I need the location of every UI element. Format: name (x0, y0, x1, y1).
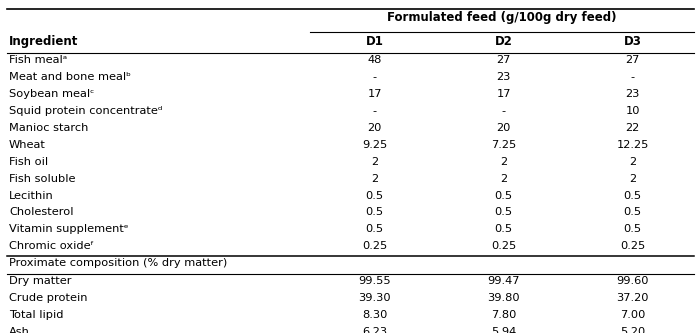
Text: 7.00: 7.00 (620, 310, 645, 320)
Text: Chromic oxideᶠ: Chromic oxideᶠ (9, 241, 94, 251)
Text: Vitamin supplementᵉ: Vitamin supplementᵉ (9, 224, 129, 234)
Text: D1: D1 (366, 35, 383, 48)
Text: D3: D3 (624, 35, 641, 48)
Text: 2: 2 (371, 157, 378, 167)
Text: 2: 2 (629, 173, 636, 183)
Text: 27: 27 (496, 55, 511, 65)
Text: Fish soluble: Fish soluble (9, 173, 75, 183)
Text: 17: 17 (496, 89, 511, 99)
Text: 5.20: 5.20 (620, 327, 645, 333)
Text: 99.47: 99.47 (487, 276, 520, 286)
Text: Squid protein concentrateᵈ: Squid protein concentrateᵈ (9, 106, 162, 116)
Text: 5.94: 5.94 (491, 327, 516, 333)
Text: Dry matter: Dry matter (9, 276, 72, 286)
Text: Crude protein: Crude protein (9, 293, 88, 303)
Text: Lecithin: Lecithin (9, 190, 54, 200)
Text: 39.30: 39.30 (358, 293, 391, 303)
Text: Meat and bone mealᵇ: Meat and bone mealᵇ (9, 72, 131, 82)
Text: 7.80: 7.80 (491, 310, 516, 320)
Text: 0.5: 0.5 (365, 224, 384, 234)
Text: -: - (502, 106, 505, 116)
Text: Ingredient: Ingredient (9, 35, 79, 48)
Text: 8.30: 8.30 (362, 310, 388, 320)
Text: Proximate composition (% dry matter): Proximate composition (% dry matter) (9, 258, 227, 268)
Text: 0.5: 0.5 (623, 207, 642, 217)
Text: 2: 2 (371, 173, 378, 183)
Text: 7.25: 7.25 (491, 140, 516, 150)
Text: D2: D2 (495, 35, 512, 48)
Text: 20: 20 (496, 123, 511, 133)
Text: 6.23: 6.23 (362, 327, 388, 333)
Text: 27: 27 (625, 55, 640, 65)
Text: Wheat: Wheat (9, 140, 46, 150)
Text: 0.5: 0.5 (365, 190, 384, 200)
Text: 39.80: 39.80 (487, 293, 520, 303)
Text: 12.25: 12.25 (616, 140, 649, 150)
Text: 2: 2 (500, 173, 507, 183)
Text: 0.5: 0.5 (494, 190, 513, 200)
Text: 37.20: 37.20 (616, 293, 649, 303)
Text: -: - (631, 72, 634, 82)
Text: Manioc starch: Manioc starch (9, 123, 89, 133)
Text: 0.25: 0.25 (620, 241, 645, 251)
Text: Fish oil: Fish oil (9, 157, 48, 167)
Text: 9.25: 9.25 (362, 140, 388, 150)
Text: 23: 23 (496, 72, 511, 82)
Text: 0.5: 0.5 (623, 190, 642, 200)
Text: 22: 22 (625, 123, 640, 133)
Text: 0.5: 0.5 (623, 224, 642, 234)
Text: -: - (373, 72, 376, 82)
Text: Total lipid: Total lipid (9, 310, 63, 320)
Text: 48: 48 (367, 55, 382, 65)
Text: 0.25: 0.25 (491, 241, 516, 251)
Text: 10: 10 (625, 106, 640, 116)
Text: Ash: Ash (9, 327, 30, 333)
Text: -: - (373, 106, 376, 116)
Text: 0.25: 0.25 (362, 241, 388, 251)
Text: 0.5: 0.5 (494, 224, 513, 234)
Text: Cholesterol: Cholesterol (9, 207, 74, 217)
Text: 2: 2 (629, 157, 636, 167)
Text: 0.5: 0.5 (494, 207, 513, 217)
Text: Fish mealᵃ: Fish mealᵃ (9, 55, 67, 65)
Text: 99.55: 99.55 (358, 276, 391, 286)
Text: 23: 23 (625, 89, 640, 99)
Text: Formulated feed (g/100g dry feed): Formulated feed (g/100g dry feed) (387, 11, 617, 24)
Text: 2: 2 (500, 157, 507, 167)
Text: 17: 17 (367, 89, 382, 99)
Text: 0.5: 0.5 (365, 207, 384, 217)
Text: Soybean mealᶜ: Soybean mealᶜ (9, 89, 94, 99)
Text: 20: 20 (367, 123, 382, 133)
Text: 99.60: 99.60 (616, 276, 649, 286)
